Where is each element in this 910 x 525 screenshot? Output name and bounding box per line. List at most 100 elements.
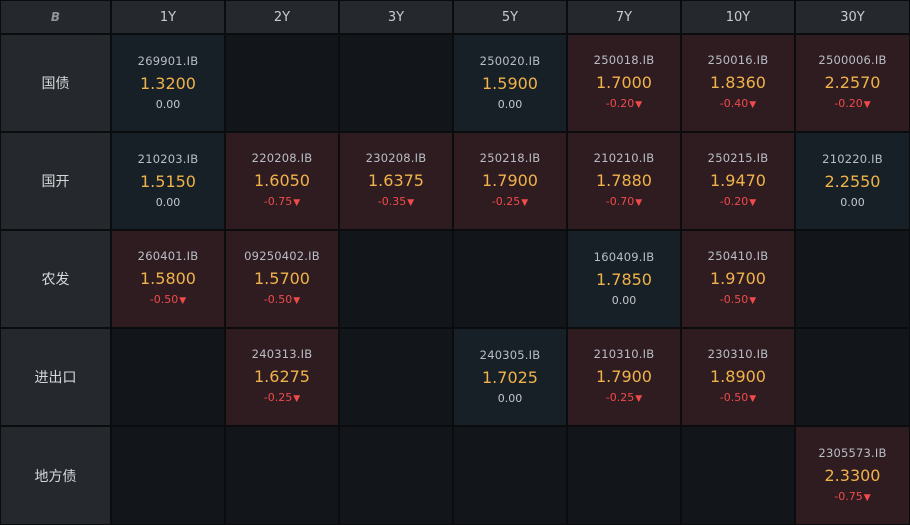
quote-cell[interactable]: 210203.IB 1.5150 0.00 [112, 133, 224, 229]
quote-cell[interactable]: 240305.IB 1.7025 0.00 [454, 329, 566, 425]
yield-change: -0.35▼ [378, 194, 414, 211]
change-value: 0.00 [155, 195, 181, 209]
change-value: 0.00 [497, 391, 523, 405]
change-value: -0.75 [834, 489, 863, 503]
quote-cell[interactable]: 2305573.IB 2.3300 -0.75▼ [796, 427, 909, 524]
quote-cell[interactable]: 210210.IB 1.7880 -0.70▼ [568, 133, 680, 229]
bond-code: 210203.IB [137, 151, 199, 166]
yield-change: -0.50▼ [720, 390, 756, 407]
change-value: -0.25 [263, 391, 293, 404]
quote-cell[interactable]: 269901.IB 1.3200 0.00 [112, 35, 224, 131]
change-value: -0.20 [834, 97, 863, 110]
yield-value: 2.2570 [824, 73, 881, 92]
yield-value: 1.5900 [482, 73, 538, 93]
column-header-10y[interactable]: 10Y [682, 1, 794, 33]
quote-cell[interactable]: 250410.IB 1.9700 -0.50▼ [682, 231, 794, 327]
quote-cell[interactable]: 250018.IB 1.7000 -0.20▼ [568, 35, 680, 131]
change-value: -0.20 [719, 195, 749, 208]
yield-change: -0.20▼ [720, 194, 756, 211]
bond-code: 250018.IB [593, 53, 655, 67]
empty-cell [226, 427, 338, 524]
change-value: -0.50 [149, 293, 179, 306]
down-arrow-icon: ▼ [635, 394, 643, 404]
quote-cell[interactable]: 250218.IB 1.7900 -0.25▼ [454, 133, 566, 229]
yield-change: 0.00 [156, 195, 181, 211]
yield-value: 1.7880 [596, 171, 652, 190]
yield-change: 0.00 [498, 391, 523, 407]
bond-code: 2305573.IB [818, 445, 887, 460]
quote-cell[interactable]: 230208.IB 1.6375 -0.35▼ [340, 133, 452, 229]
down-arrow-icon: ▼ [863, 100, 871, 110]
yield-value: 1.7025 [482, 367, 538, 387]
down-arrow-icon: ▼ [749, 198, 757, 208]
quote-cell[interactable]: 160409.IB 1.7850 0.00 [568, 231, 680, 327]
empty-cell [682, 427, 794, 524]
change-value: 0.00 [155, 97, 181, 111]
quote-cell[interactable]: 260401.IB 1.5800 -0.50▼ [112, 231, 224, 327]
down-arrow-icon: ▼ [293, 198, 301, 208]
yield-value: 1.7900 [596, 367, 652, 386]
quote-cell[interactable]: 210310.IB 1.7900 -0.25▼ [568, 329, 680, 425]
quote-cell[interactable]: 09250402.IB 1.5700 -0.50▼ [226, 231, 338, 327]
yield-change: -0.25▼ [264, 390, 300, 407]
quote-cell[interactable]: 250020.IB 1.5900 0.00 [454, 35, 566, 131]
column-header-30y[interactable]: 30Y [796, 1, 909, 33]
bond-code: 269901.IB [137, 53, 199, 68]
yield-change: -0.50▼ [150, 292, 186, 309]
yield-value: 1.8360 [710, 73, 766, 92]
row-header[interactable]: 国债 [1, 35, 110, 131]
quote-cell[interactable]: 210220.IB 2.2550 0.00 [796, 133, 909, 229]
column-header-1y[interactable]: 1Y [112, 1, 224, 33]
yield-change: -0.25▼ [492, 194, 528, 211]
bond-code: 210220.IB [822, 151, 883, 166]
yield-value: 1.8900 [710, 367, 766, 386]
quote-cell[interactable]: 220208.IB 1.6050 -0.75▼ [226, 133, 338, 229]
yield-change: -0.75▼ [264, 194, 300, 211]
row-header[interactable]: 农发 [1, 231, 110, 327]
quote-cell[interactable]: 230310.IB 1.8900 -0.50▼ [682, 329, 794, 425]
empty-cell [796, 231, 909, 327]
down-arrow-icon: ▼ [635, 198, 643, 208]
change-value: -0.25 [605, 391, 635, 404]
row-header[interactable]: 地方债 [1, 427, 110, 524]
change-value: -0.25 [491, 195, 521, 208]
empty-cell [454, 427, 566, 524]
bond-code: 210310.IB [593, 347, 655, 361]
column-header-5y[interactable]: 5Y [454, 1, 566, 33]
bond-code: 220208.IB [251, 151, 313, 165]
row-header[interactable]: 国开 [1, 133, 110, 229]
empty-cell [568, 427, 680, 524]
column-header-7y[interactable]: 7Y [568, 1, 680, 33]
bond-code: 250215.IB [707, 151, 769, 165]
yield-value: 2.2550 [824, 171, 881, 191]
quote-cell[interactable]: 240313.IB 1.6275 -0.25▼ [226, 329, 338, 425]
column-header-2y[interactable]: 2Y [226, 1, 338, 33]
change-value: -0.35 [377, 195, 407, 208]
yield-value: 1.9470 [710, 171, 766, 190]
empty-cell [112, 427, 224, 524]
quote-cell[interactable]: 250215.IB 1.9470 -0.20▼ [682, 133, 794, 229]
down-arrow-icon: ▼ [293, 394, 301, 404]
yield-change: -0.50▼ [720, 292, 756, 309]
row-header[interactable]: 进出口 [1, 329, 110, 425]
yield-value: 1.9700 [710, 269, 766, 288]
empty-cell [340, 231, 452, 327]
yield-change: 0.00 [498, 97, 523, 113]
column-header-3y[interactable]: 3Y [340, 1, 452, 33]
quote-cell[interactable]: 2500006.IB 2.2570 -0.20▼ [796, 35, 909, 131]
yield-change: -0.25▼ [606, 390, 642, 407]
down-arrow-icon: ▼ [635, 100, 643, 110]
quote-cell[interactable]: 250016.IB 1.8360 -0.40▼ [682, 35, 794, 131]
down-arrow-icon: ▼ [863, 492, 871, 503]
bond-code: 250218.IB [479, 151, 541, 165]
yield-change: -0.70▼ [606, 194, 642, 211]
bond-code: 09250402.IB [244, 249, 320, 263]
yield-value: 1.5150 [140, 171, 196, 191]
down-arrow-icon: ▼ [407, 198, 415, 208]
yield-value: 1.6050 [254, 171, 310, 190]
change-value: -0.70 [605, 195, 635, 208]
empty-cell [454, 231, 566, 327]
bond-code: 250016.IB [707, 53, 769, 67]
yield-value: 1.3200 [140, 73, 196, 93]
change-value: -0.50 [719, 391, 749, 404]
